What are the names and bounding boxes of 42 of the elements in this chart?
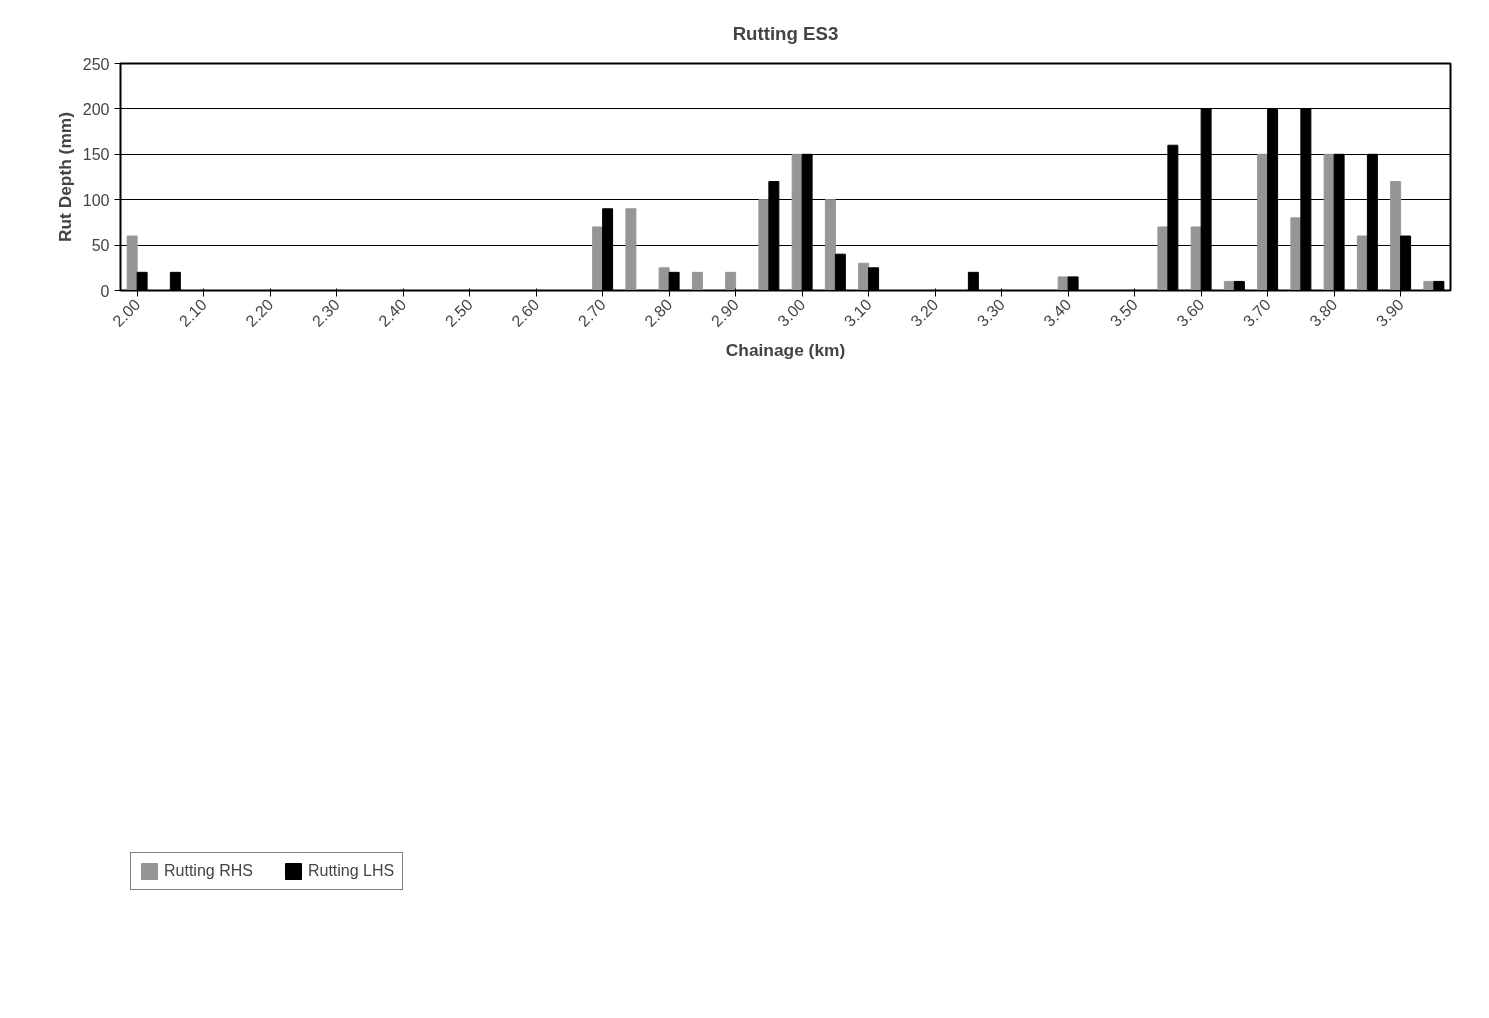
bar: [1290, 217, 1302, 291]
x-tick-label: 3.60: [1173, 295, 1208, 330]
bar: [691, 271, 703, 291]
x-tick-label: 3.10: [840, 295, 876, 330]
x-tick-label: 2.30: [308, 295, 344, 330]
bar: [1190, 226, 1202, 291]
bar: [126, 235, 138, 291]
x-tick-label: 2.50: [441, 295, 477, 330]
x-tick-label: 2.70: [574, 295, 610, 330]
x-tick-label: 3.40: [1040, 295, 1075, 330]
bar: [592, 226, 604, 291]
x-tick-label: 3.80: [1306, 295, 1341, 330]
y-tick-label: 50: [91, 237, 110, 255]
x-tick-label: 2.10: [175, 295, 211, 330]
bar: [1057, 276, 1069, 291]
bar: [824, 199, 836, 291]
bar: [725, 271, 737, 291]
x-tick-label: 3.30: [973, 295, 1009, 330]
y-tick-label: 250: [82, 55, 110, 73]
x-tick-label: 3.00: [774, 295, 809, 330]
x-tick-label: 2.90: [707, 295, 743, 330]
y-tick-label: 200: [82, 100, 110, 118]
bar: [1157, 226, 1169, 291]
bar: [758, 199, 770, 291]
x-tick-label: 3.50: [1106, 295, 1142, 330]
y-tick-label: 100: [82, 191, 110, 209]
bar: [858, 262, 870, 291]
x-tick-label: 3.20: [907, 295, 942, 330]
y-axis-title: Rut Depth (mm): [54, 112, 75, 242]
legend-label: Rutting LHS: [307, 862, 395, 880]
bar: [625, 208, 637, 291]
x-tick-label: 3.70: [1239, 295, 1275, 330]
x-tick-label: 3.90: [1372, 295, 1408, 330]
bar: [1257, 153, 1269, 291]
chart-title: Rutting ES3: [732, 22, 839, 44]
x-axis-title: Chainage (km): [725, 340, 846, 360]
bar: [1356, 235, 1368, 291]
y-tick-label: 150: [82, 146, 110, 164]
bar: [1390, 181, 1402, 291]
legend-label: Rutting RHS: [164, 862, 253, 880]
y-tick-label: 0: [100, 282, 110, 300]
bar: [1323, 153, 1335, 291]
